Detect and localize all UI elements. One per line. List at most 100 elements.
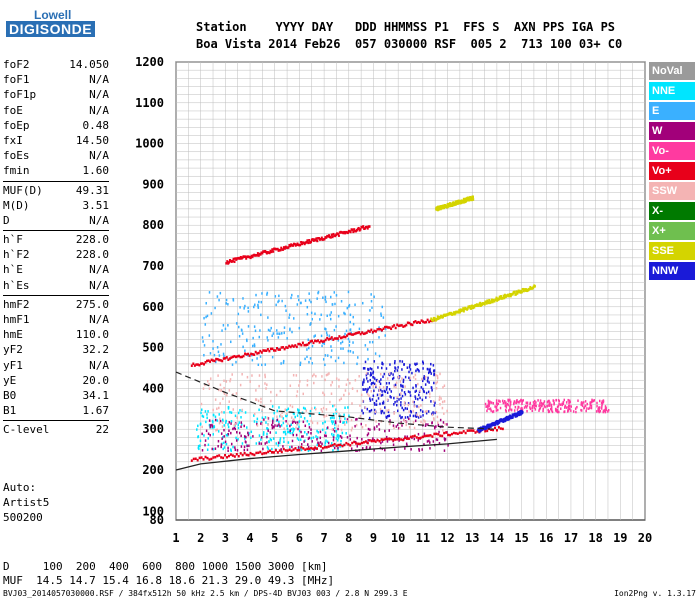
trace-point	[516, 290, 519, 294]
echo-point	[345, 383, 348, 386]
echo-point	[254, 329, 257, 333]
echo-point	[422, 422, 424, 426]
trace-point	[419, 436, 422, 440]
trace-point	[330, 233, 333, 237]
trace-point	[255, 451, 258, 455]
trace-point	[196, 458, 199, 462]
param-value: 1.67	[82, 404, 110, 418]
echo-point	[380, 409, 382, 413]
echo-point	[418, 449, 421, 452]
trace-point	[394, 326, 397, 330]
trace-point	[405, 323, 408, 327]
echo-point	[333, 423, 336, 426]
echo-point	[299, 361, 302, 365]
echo-point	[223, 411, 225, 414]
trace-point	[528, 287, 531, 291]
trace-point	[299, 243, 302, 247]
trace-point	[362, 332, 365, 336]
echo-point	[392, 424, 395, 427]
param-key: foEp	[3, 118, 30, 132]
muf-curve	[175, 371, 497, 430]
echo-point	[345, 329, 348, 333]
trace-point	[462, 430, 465, 433]
echo-point	[401, 415, 403, 419]
echo-point	[246, 375, 249, 379]
echo-point	[286, 424, 288, 428]
echo-point	[366, 348, 369, 351]
echo-point	[375, 420, 377, 423]
echo-point	[554, 407, 557, 411]
echo-point	[408, 365, 411, 369]
trace-point	[332, 338, 335, 341]
y-tick-label: 80	[150, 513, 164, 527]
echo-point	[523, 406, 526, 409]
echo-point	[311, 362, 313, 365]
echo-point	[358, 327, 361, 331]
echo-point	[240, 423, 243, 426]
trace-point	[417, 320, 420, 324]
echo-point	[354, 424, 356, 428]
trace-point	[249, 256, 252, 260]
param-row: h`F 228.0	[3, 232, 109, 247]
echo-point	[300, 415, 302, 418]
trace-point	[484, 429, 487, 433]
trace-point	[357, 442, 360, 446]
echo-point	[393, 385, 395, 388]
echo-point	[225, 302, 228, 305]
x-tick-label: 5	[271, 531, 278, 545]
trace-point	[235, 452, 238, 456]
trace-point	[272, 451, 275, 454]
echo-point	[542, 402, 545, 405]
trace-point	[256, 352, 259, 355]
echo-point	[257, 399, 260, 403]
echo-point	[295, 426, 297, 430]
echo-point	[293, 412, 295, 416]
echo-point	[369, 374, 372, 377]
echo-point	[281, 415, 283, 419]
echo-point	[244, 304, 246, 308]
trace-point	[468, 429, 471, 432]
echo-point	[347, 406, 349, 409]
trace-point	[307, 341, 310, 345]
echo-point	[331, 416, 333, 419]
echo-point	[281, 411, 283, 415]
trace-point	[245, 257, 248, 260]
echo-point	[531, 404, 534, 408]
echo-point	[321, 442, 323, 446]
echo-point	[568, 404, 570, 407]
echo-point	[371, 340, 374, 344]
echo-point	[337, 424, 340, 428]
echo-point	[424, 420, 426, 423]
trace-point	[285, 346, 288, 349]
echo-point	[393, 403, 395, 406]
echo-point	[221, 418, 224, 422]
echo-point	[534, 399, 536, 403]
trace-point	[470, 307, 473, 310]
echo-point	[531, 406, 533, 410]
trace-point	[503, 293, 506, 297]
echo-point	[533, 406, 535, 409]
echo-point	[228, 421, 231, 424]
trace-point	[228, 261, 231, 264]
trace-point	[514, 412, 517, 416]
legend-item: NoVal	[649, 62, 695, 80]
echo-point	[509, 400, 512, 404]
param-row: h`E N/A	[3, 262, 109, 277]
echo-point	[325, 328, 327, 331]
echo-point	[292, 427, 294, 430]
echo-point	[264, 382, 266, 385]
x-tick-label: 3	[222, 531, 229, 545]
echo-point	[542, 409, 544, 413]
echo-point	[418, 405, 420, 409]
trace-point	[347, 332, 350, 336]
echo-point	[343, 393, 345, 397]
echo-point	[333, 416, 335, 420]
echo-point	[322, 358, 325, 361]
echo-point	[220, 432, 223, 435]
echo-point	[546, 405, 548, 408]
trace-point	[329, 444, 332, 448]
param-value: 14.50	[75, 133, 109, 147]
echo-point	[236, 449, 239, 452]
echo-point	[557, 404, 560, 408]
echo-point	[260, 313, 262, 317]
